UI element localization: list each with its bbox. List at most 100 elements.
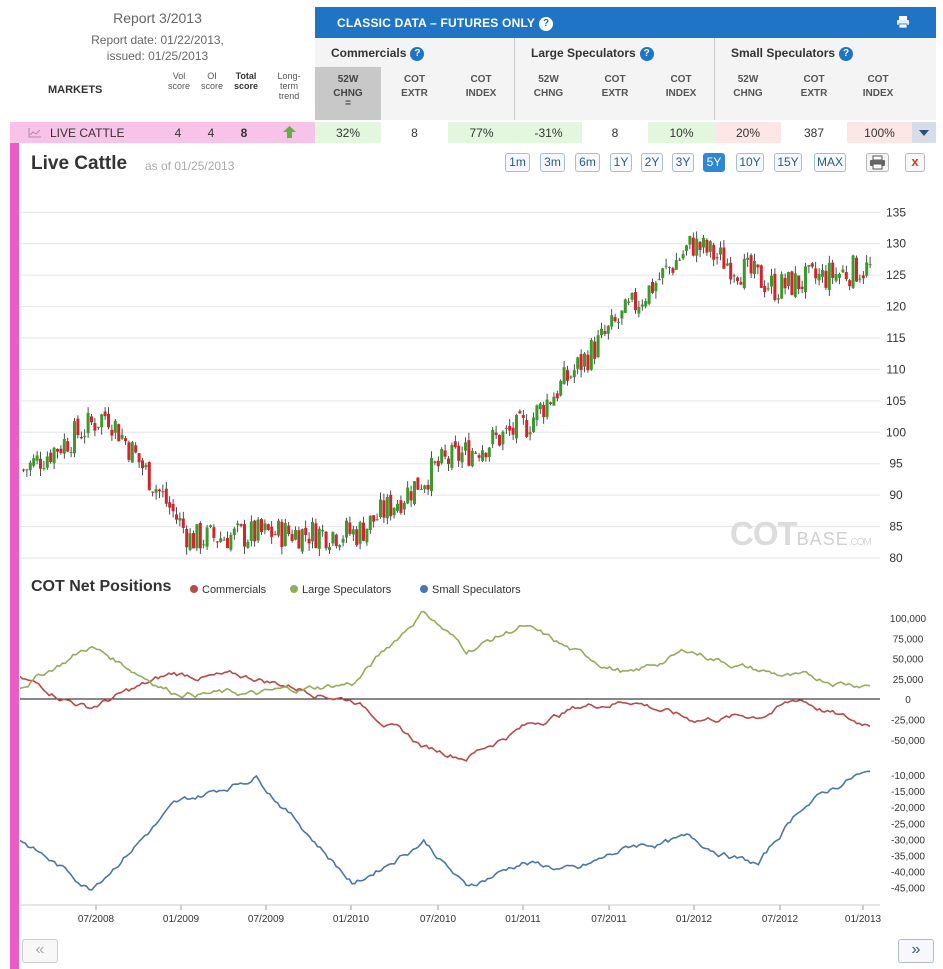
candle: [742, 253, 746, 290]
range-button-10y[interactable]: 10Y: [736, 153, 764, 172]
market-name[interactable]: LIVE CATTLE: [50, 126, 125, 140]
range-button-3m[interactable]: 3m: [540, 153, 565, 172]
y-tick-label: 125: [886, 268, 906, 282]
candle: [246, 539, 250, 549]
candle: [283, 518, 287, 547]
close-chart-button[interactable]: x: [905, 153, 925, 172]
candle: [304, 520, 308, 542]
candle: [158, 488, 161, 499]
printer-icon[interactable]: [896, 15, 910, 29]
candle: [396, 499, 399, 513]
small-spec-cot-index-header[interactable]: COT INDEX: [847, 67, 936, 120]
metric-cell: 32%: [315, 122, 381, 143]
commercials-52w-chng-header[interactable]: 52W CHNG =: [315, 67, 381, 120]
range-button-1y[interactable]: 1Y: [610, 153, 632, 172]
candle: [521, 410, 525, 425]
candle: [372, 515, 376, 528]
market-row-live-cattle[interactable]: LIVE CATTLE: [10, 122, 316, 143]
candle: [161, 484, 165, 498]
candle: [188, 528, 192, 552]
classic-data-bar: CLASSIC DATA – FUTURES ONLY?: [315, 7, 936, 38]
candle: [491, 426, 495, 448]
candle: [147, 461, 151, 491]
lower-y-tick-label: -40,000: [891, 868, 925, 879]
cotbase-watermark: COTBASE.COM: [730, 515, 872, 552]
candle: [800, 280, 804, 294]
question-icon[interactable]: ?: [539, 16, 554, 31]
series-line-small-speculators: [20, 770, 871, 891]
candle: [617, 318, 620, 329]
lower-y-tick-label: -30,000: [891, 835, 925, 846]
question-icon[interactable]: ?: [839, 46, 854, 61]
candle: [215, 540, 219, 549]
candle: [93, 417, 97, 437]
range-button-3y[interactable]: 3Y: [672, 153, 694, 172]
metric-cell: -31%: [515, 122, 582, 143]
candle: [379, 492, 382, 519]
large-spec-52w-chng-header[interactable]: 52W CHNG: [515, 67, 582, 120]
candle: [202, 539, 206, 549]
candle: [389, 490, 393, 521]
candle: [814, 261, 818, 284]
upper-y-tick-label: 75,000: [893, 634, 924, 645]
candle: [243, 519, 246, 554]
candle: [198, 521, 202, 554]
large-spec-cot-extr-header[interactable]: COT EXTR: [582, 67, 648, 120]
x-tick-label: 01/2010: [333, 914, 370, 925]
candle: [630, 292, 634, 303]
large-spec-cot-index-header[interactable]: COT INDEX: [648, 67, 715, 120]
next-button[interactable]: »: [898, 939, 934, 963]
candle: [328, 543, 331, 555]
candle: [117, 423, 121, 442]
small-spec-52w-chng-header[interactable]: 52W CHNG: [715, 67, 781, 120]
lower-y-tick-label: -45,000: [891, 884, 925, 895]
candle: [59, 445, 63, 455]
commercials-cot-extr-header[interactable]: COT EXTR: [381, 67, 448, 120]
candle: [477, 453, 481, 462]
candle: [392, 507, 396, 519]
candle: [447, 456, 450, 472]
x-tick-label: 01/2009: [163, 914, 200, 925]
candle: [382, 493, 386, 523]
candle: [810, 262, 814, 269]
candle: [127, 440, 131, 463]
range-button-2y[interactable]: 2Y: [641, 153, 663, 172]
y-tick-label: 85: [889, 520, 903, 534]
print-chart-button[interactable]: [866, 153, 889, 172]
cot-net-positions-chart: 100,000 75,000 50,000 25,000 0 -25,000 -50,000…: [20, 610, 927, 925]
candle: [532, 412, 535, 433]
range-button-max[interactable]: MAX: [814, 153, 846, 172]
legend-dot: [290, 585, 298, 593]
question-icon[interactable]: ?: [410, 46, 425, 61]
candle: [236, 520, 240, 533]
small-spec-cot-extr-header[interactable]: COT EXTR: [781, 67, 847, 120]
expand-row-button[interactable]: [912, 122, 936, 143]
range-button-5y[interactable]: 5Y: [703, 153, 725, 172]
candle: [827, 255, 831, 296]
candle: [209, 524, 212, 529]
x-tick-label: 01/2012: [676, 914, 713, 925]
candle: [175, 507, 178, 524]
chart-title: Live Cattle: [31, 153, 128, 174]
question-icon[interactable]: ?: [639, 46, 654, 61]
candle: [212, 524, 216, 542]
candle: [426, 479, 430, 495]
candle: [583, 352, 586, 373]
y-tick-label: 115: [886, 331, 905, 345]
commercials-cot-index-header[interactable]: COT INDEX: [448, 67, 515, 120]
candle: [838, 272, 841, 285]
candle: [640, 299, 644, 311]
candle: [256, 517, 260, 544]
candle: [365, 528, 369, 546]
candle: [355, 526, 359, 547]
candle: [113, 418, 117, 440]
y-tick-label: 135: [886, 205, 906, 219]
candle: [141, 457, 144, 476]
range-button-6m[interactable]: 6m: [575, 153, 600, 172]
candle: [668, 266, 671, 275]
candle: [263, 519, 267, 535]
candle: [545, 393, 549, 420]
range-button-15y[interactable]: 15Y: [774, 153, 802, 172]
previous-button[interactable]: «: [22, 939, 58, 963]
range-button-1m[interactable]: 1m: [505, 153, 530, 172]
